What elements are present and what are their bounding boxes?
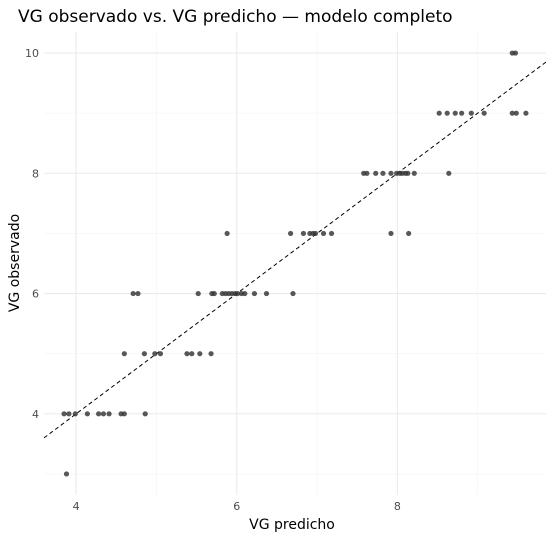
x-axis-tick-labels: 4 6 8 bbox=[73, 500, 401, 513]
data-point bbox=[436, 110, 442, 116]
data-point bbox=[513, 110, 519, 116]
data-point bbox=[444, 110, 450, 116]
data-point bbox=[234, 290, 241, 297]
data-point bbox=[197, 351, 203, 357]
data-point bbox=[411, 170, 417, 176]
data-points bbox=[61, 50, 529, 477]
data-point bbox=[512, 50, 519, 56]
data-point bbox=[509, 110, 515, 116]
data-point bbox=[459, 110, 465, 116]
data-point bbox=[287, 230, 294, 237]
data-point bbox=[142, 411, 148, 417]
data-point bbox=[380, 170, 386, 176]
data-point bbox=[106, 411, 112, 417]
data-point bbox=[100, 411, 107, 417]
y-tick-label: 4 bbox=[32, 408, 39, 421]
chart-title: VG observado vs. VG predicho — modelo co… bbox=[18, 7, 453, 27]
minor-gridlines bbox=[44, 32, 546, 495]
data-point bbox=[328, 230, 335, 237]
data-point bbox=[452, 110, 458, 116]
data-point bbox=[242, 290, 248, 297]
data-point bbox=[290, 290, 296, 297]
data-point bbox=[121, 351, 127, 357]
x-tick-label: 8 bbox=[394, 500, 401, 513]
x-tick-label: 4 bbox=[73, 500, 80, 513]
major-gridlines bbox=[44, 32, 546, 495]
y-tick-label: 6 bbox=[32, 288, 39, 301]
data-point bbox=[388, 230, 394, 237]
data-point bbox=[320, 230, 327, 237]
data-point bbox=[157, 351, 164, 357]
data-point bbox=[96, 411, 102, 417]
data-point bbox=[66, 411, 72, 417]
y-axis-title: VG observado bbox=[7, 214, 23, 312]
data-point bbox=[184, 351, 190, 357]
y-axis-tick-labels: 4 6 8 10 bbox=[25, 47, 39, 421]
data-point bbox=[406, 230, 412, 237]
data-point bbox=[208, 351, 214, 357]
data-point bbox=[135, 290, 141, 297]
data-point bbox=[388, 170, 394, 176]
data-point bbox=[373, 170, 379, 176]
data-point bbox=[446, 170, 452, 176]
identity-reference-line bbox=[43, 61, 547, 439]
data-point bbox=[61, 411, 67, 417]
data-point bbox=[63, 471, 70, 477]
data-point bbox=[195, 290, 201, 297]
data-point bbox=[364, 170, 370, 176]
data-point bbox=[141, 351, 147, 357]
data-point bbox=[130, 290, 136, 297]
data-point bbox=[523, 110, 529, 116]
y-tick-label: 10 bbox=[25, 47, 39, 60]
data-point bbox=[468, 110, 474, 116]
data-point bbox=[72, 411, 78, 417]
data-point bbox=[211, 290, 217, 297]
y-tick-label: 8 bbox=[32, 167, 39, 180]
data-point bbox=[84, 411, 90, 417]
x-tick-label: 6 bbox=[233, 500, 240, 513]
data-point bbox=[300, 230, 307, 237]
data-point bbox=[251, 290, 258, 297]
x-axis-title: VG predicho bbox=[249, 517, 335, 533]
data-point bbox=[481, 110, 487, 116]
data-point bbox=[152, 351, 158, 357]
data-point bbox=[312, 230, 319, 237]
data-point bbox=[189, 351, 195, 357]
data-point bbox=[224, 230, 230, 237]
data-point bbox=[121, 411, 127, 417]
data-point bbox=[405, 170, 411, 176]
data-point bbox=[263, 290, 270, 297]
